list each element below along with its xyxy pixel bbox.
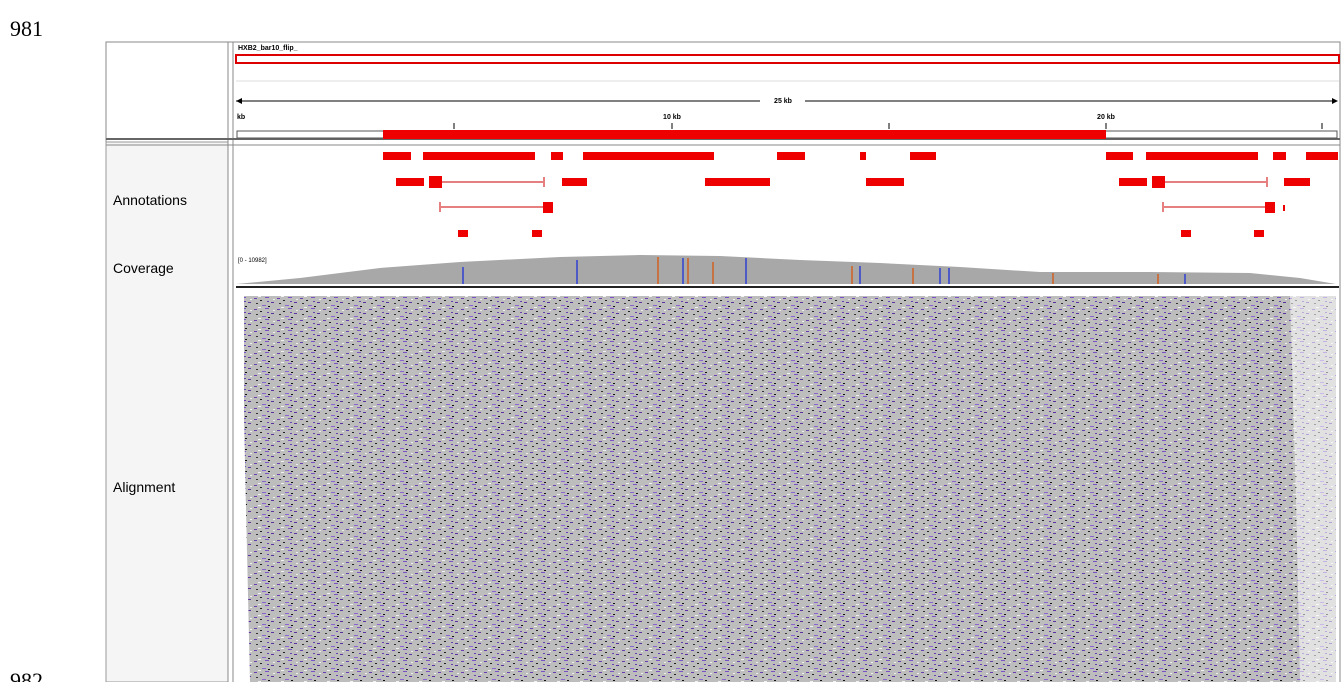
span-label: 25 kb xyxy=(774,98,792,105)
tick-label: 20 kb xyxy=(1097,114,1115,121)
igv-screenshot: 981 982 HXB2_bar10_flip_ 25 kb kb 10 kb … xyxy=(0,0,1343,682)
track-label: Annotations xyxy=(113,192,187,208)
tick-label: 10 kb xyxy=(663,114,681,121)
tick-label: kb xyxy=(237,114,245,121)
overview-region xyxy=(383,130,1106,139)
page-number: 981 xyxy=(10,16,43,41)
page: 981 982 HXB2_bar10_flip_ 25 kb kb 10 kb … xyxy=(0,0,1343,682)
genome-name: HXB2_bar10_flip_ xyxy=(238,45,298,52)
label-panel xyxy=(106,142,228,682)
page-number: 982 xyxy=(10,668,43,682)
track-label: Alignment xyxy=(113,479,175,495)
coverage-range: [0 - 10982] xyxy=(238,258,267,264)
track-label: Coverage xyxy=(113,260,174,276)
alignment-reads xyxy=(244,296,1336,682)
